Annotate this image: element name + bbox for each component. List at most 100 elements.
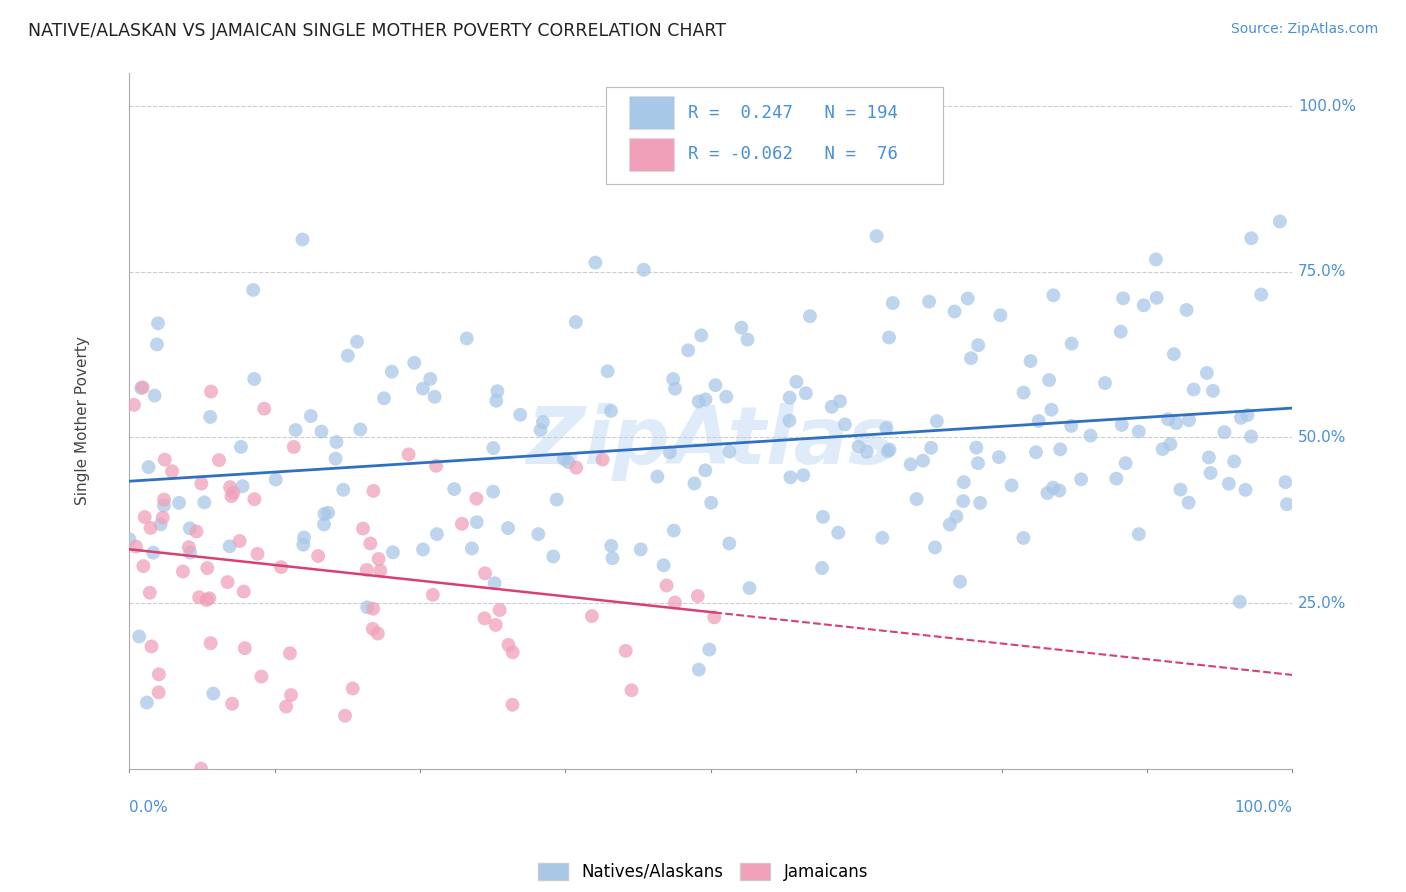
Point [148,667,170,681]
Point [1000,478,1022,492]
Point [1198,450,1220,465]
Point [299,409,322,423]
Point [274,699,297,714]
Point [686,589,709,603]
Point [200,636,222,650]
Point [131,380,153,394]
Point [311,425,333,439]
Point [945,509,967,524]
Point [292,538,315,552]
Point [718,536,741,550]
Point [325,451,347,466]
Point [527,527,550,541]
Point [1223,454,1246,468]
Point [943,304,966,318]
Point [167,496,190,510]
Point [565,460,588,475]
Point [498,638,520,652]
Point [956,292,979,306]
Point [647,469,669,483]
Point [1070,472,1092,486]
Point [688,663,710,677]
Point [332,483,354,497]
Point [1038,373,1060,387]
Point [827,525,849,540]
Point [333,708,356,723]
Point [368,564,391,578]
Point [969,496,991,510]
Point [877,444,900,458]
Point [359,536,381,550]
Point [125,540,148,554]
Point [283,440,305,454]
Point [779,470,801,484]
Point [284,423,307,437]
Point [356,563,378,577]
Point [128,630,150,644]
Point [485,393,508,408]
Point [474,566,496,581]
Point [208,453,231,467]
Point [834,417,856,432]
Point [118,533,141,547]
Point [129,381,152,395]
Point [911,453,934,467]
Point [1230,410,1253,425]
Point [122,398,145,412]
Point [349,422,371,436]
Point [202,687,225,701]
Point [967,338,990,352]
Point [134,510,156,524]
Point [1112,291,1135,305]
Point [228,533,250,548]
Point [443,482,465,496]
Point [1229,595,1251,609]
Point [799,309,821,323]
Point [1163,347,1185,361]
Point [152,510,174,524]
Point [139,585,162,599]
Point [253,401,276,416]
Point [361,622,384,636]
Point [1195,366,1218,380]
Point [553,452,575,467]
Point [1025,445,1047,459]
Point [1047,483,1070,498]
Point [1218,476,1240,491]
Point [486,384,509,399]
Point [172,565,194,579]
Point [662,372,685,386]
Point [422,588,444,602]
Point [342,681,364,696]
Point [381,545,404,559]
Point [132,559,155,574]
Point [153,492,176,507]
Point [243,372,266,386]
Point [529,423,551,437]
Point [967,456,990,470]
Legend: Natives/Alaskans, Jamaicans: Natives/Alaskans, Jamaicans [531,856,875,888]
Bar [630,137,673,171]
Point [1042,481,1064,495]
Point [325,435,347,450]
Point [925,414,948,428]
Point [243,492,266,507]
Point [531,415,554,429]
Point [581,609,603,624]
Point [949,574,972,589]
Point [596,364,619,378]
Point [465,491,488,506]
Point [232,479,254,493]
Point [1166,416,1188,430]
Point [278,646,301,660]
Point [877,330,900,344]
Point [592,452,614,467]
Point [792,468,814,483]
Point [872,531,894,545]
Point [738,581,761,595]
Text: ZipAtlas: ZipAtlas [526,402,896,481]
Point [141,640,163,654]
Point [188,591,211,605]
Point [485,618,508,632]
Point [1132,298,1154,312]
